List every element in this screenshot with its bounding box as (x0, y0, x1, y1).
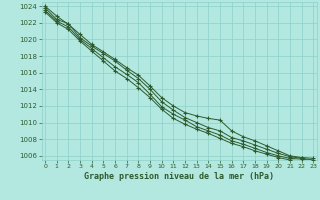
X-axis label: Graphe pression niveau de la mer (hPa): Graphe pression niveau de la mer (hPa) (84, 172, 274, 181)
